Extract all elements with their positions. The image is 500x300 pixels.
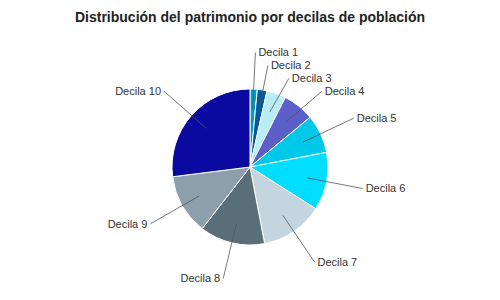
pie-slice [172, 89, 250, 177]
pie [172, 89, 328, 245]
chart-title: Distribución del patrimonio por decilas … [75, 9, 425, 25]
slice-label: Decila 9 [108, 218, 148, 230]
pie-slice [173, 167, 250, 229]
slice-label: Decila 3 [292, 72, 332, 84]
leader-line [223, 224, 236, 279]
chart-container: Distribución del patrimonio por decilas … [0, 0, 500, 300]
leader-line [287, 91, 322, 121]
slice-label: Decila 5 [357, 112, 397, 124]
slice-label: Decila 4 [325, 85, 365, 97]
slice-label: Decila 1 [258, 46, 298, 58]
leader-line [303, 118, 354, 142]
leader-line [283, 215, 315, 261]
slice-label: Decila 2 [271, 59, 311, 71]
labels: Decila 1Decila 2Decila 3Decila 4 Decila 5… [108, 46, 406, 284]
leader-line [150, 196, 199, 224]
leader-line [164, 91, 206, 128]
leader-line [253, 52, 256, 108]
leader-line [307, 178, 362, 189]
slice-label: Decila 8 [180, 272, 220, 284]
slice-label: Decila 6 [366, 182, 406, 194]
leader-line [259, 65, 268, 109]
chart-svg: Distribución del patrimonio por decilas … [0, 0, 500, 300]
slice-label: Decila 10 [115, 85, 161, 97]
leader-line [270, 78, 289, 111]
slice-label: Decila 7 [317, 256, 357, 268]
